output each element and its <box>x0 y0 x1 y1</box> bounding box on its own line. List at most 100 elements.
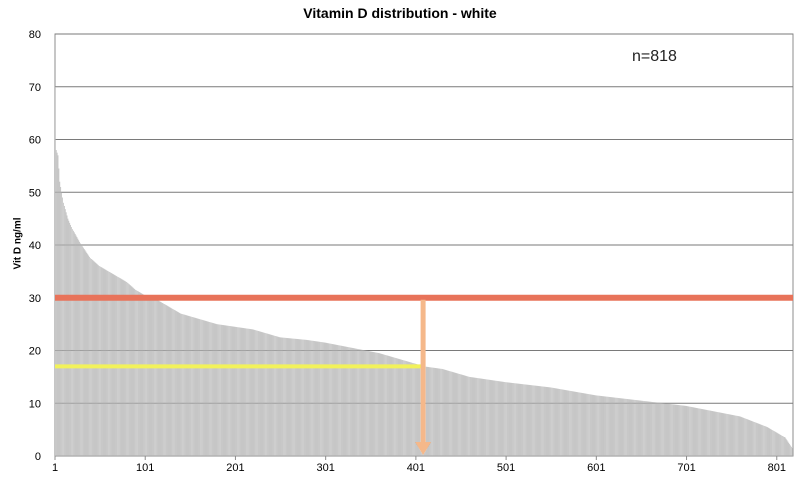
bar <box>377 352 378 456</box>
bar <box>307 340 309 456</box>
bar <box>502 381 504 456</box>
bar <box>356 348 357 456</box>
bar <box>128 284 130 456</box>
bar <box>746 418 747 456</box>
bar <box>139 292 141 456</box>
y-tick-label: 60 <box>29 135 41 147</box>
bar <box>480 378 482 456</box>
bar <box>347 346 348 456</box>
bar <box>342 346 344 456</box>
bar <box>791 446 792 456</box>
bar <box>594 395 596 456</box>
bar <box>369 351 371 456</box>
bar <box>680 405 681 456</box>
bar <box>292 338 293 456</box>
bar <box>199 319 200 456</box>
bar <box>576 392 578 456</box>
bar <box>93 261 95 456</box>
bar <box>580 392 582 456</box>
bar <box>569 390 570 456</box>
bar <box>540 386 542 456</box>
bar <box>538 386 540 456</box>
bar <box>80 243 81 456</box>
bar <box>470 377 471 456</box>
bar <box>552 387 553 456</box>
bar <box>234 326 236 456</box>
bar <box>217 324 219 456</box>
bar <box>269 334 271 456</box>
bar <box>445 370 447 456</box>
bar <box>651 401 652 456</box>
bar <box>408 361 410 456</box>
bar <box>634 399 635 456</box>
bar <box>364 350 366 456</box>
y-tick-label: 20 <box>29 346 41 358</box>
bar <box>656 402 658 456</box>
bar <box>595 395 597 456</box>
bar <box>247 328 248 456</box>
bar <box>513 383 514 456</box>
bar <box>378 353 380 456</box>
bar <box>366 350 367 456</box>
bar <box>193 317 195 456</box>
bar <box>317 341 319 456</box>
bar <box>547 387 549 456</box>
bar <box>325 342 327 456</box>
bar <box>68 220 70 456</box>
bar <box>318 341 320 456</box>
bar <box>455 372 457 456</box>
bar <box>599 395 601 456</box>
bar <box>219 324 220 456</box>
bar <box>64 205 65 456</box>
bar <box>417 364 419 456</box>
bar <box>289 338 291 456</box>
bar <box>457 373 459 456</box>
bar <box>694 407 696 456</box>
bar <box>333 344 335 456</box>
bar <box>202 319 203 456</box>
bar <box>163 303 164 456</box>
bar <box>66 215 68 456</box>
bar <box>230 326 231 456</box>
bar <box>144 295 145 456</box>
bar <box>437 368 439 456</box>
bar <box>245 328 247 456</box>
bar <box>683 405 685 456</box>
bar <box>440 368 441 456</box>
bar <box>278 337 280 456</box>
bar <box>329 343 330 456</box>
bar <box>506 382 507 456</box>
bar <box>206 321 208 456</box>
bar <box>134 289 136 456</box>
bar <box>214 323 216 456</box>
bar <box>232 326 234 456</box>
bar <box>257 330 258 456</box>
bar <box>109 271 110 456</box>
bar <box>398 358 400 456</box>
bar <box>106 270 108 456</box>
bar <box>222 325 224 456</box>
bar <box>589 394 590 456</box>
bar <box>497 380 498 456</box>
bar <box>107 270 108 456</box>
bar <box>451 371 453 456</box>
bar <box>490 380 492 456</box>
bar <box>570 390 571 456</box>
bar <box>321 342 322 456</box>
bar <box>744 418 745 456</box>
bar <box>265 333 266 456</box>
bar <box>348 347 349 456</box>
bar <box>94 262 96 456</box>
bar <box>784 437 786 456</box>
bar <box>655 402 657 456</box>
bar <box>557 388 559 456</box>
bar <box>597 395 598 456</box>
bar <box>339 345 340 456</box>
bar <box>731 414 733 456</box>
bar <box>361 349 363 456</box>
x-tick-label: 701 <box>677 462 695 474</box>
bar <box>337 345 339 456</box>
bar <box>241 327 243 456</box>
bar <box>84 250 86 456</box>
bar <box>281 337 283 456</box>
